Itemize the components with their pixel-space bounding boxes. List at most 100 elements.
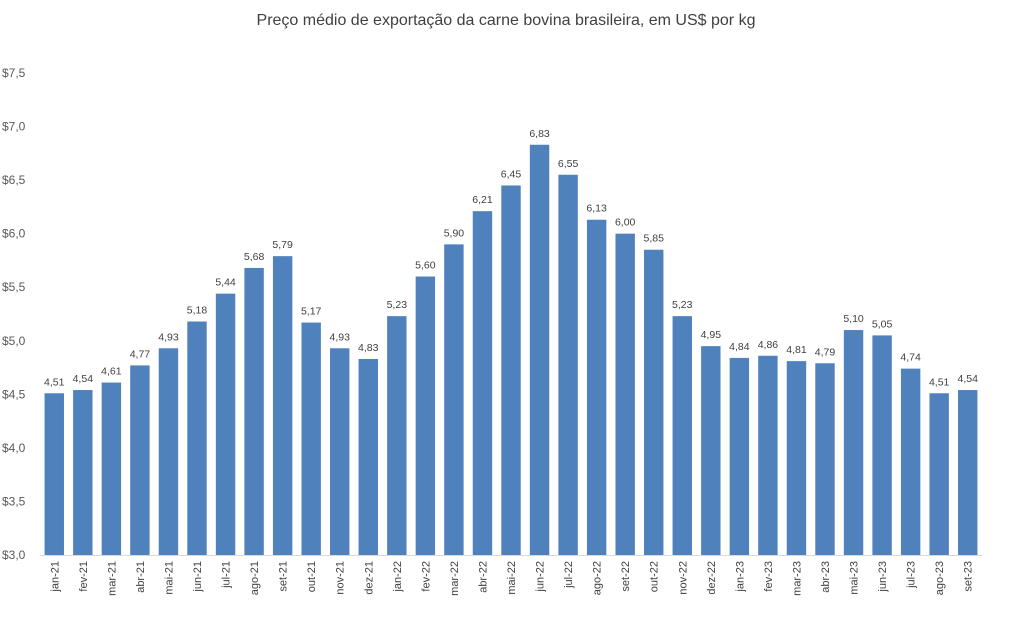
data-labels-group: 4,51 4,54 4,61 4,77 4,93 5,18 5,44 5,68 5,79 5,17… [44, 128, 978, 388]
data-label: 5,68 [244, 251, 265, 263]
bar [358, 358, 378, 555]
x-tick-label: dez-22 [706, 561, 718, 595]
data-label: 5,18 [187, 304, 208, 316]
x-tick-label: fev-23 [763, 561, 775, 592]
x-tick-label: set-23 [963, 561, 975, 592]
y-tick-label: $4,5 [2, 387, 26, 401]
x-tick-label: jan-22 [392, 561, 404, 593]
bar [330, 348, 350, 555]
data-label: 4,84 [729, 341, 750, 353]
x-tick-label: mai-23 [849, 561, 861, 595]
bar [958, 390, 978, 555]
data-label: 4,81 [786, 344, 807, 356]
data-label: 5,60 [415, 260, 436, 272]
data-label: 5,05 [872, 318, 893, 330]
bar [415, 276, 436, 555]
x-tick-label: abr-23 [820, 561, 832, 593]
bar [73, 390, 93, 555]
bar [244, 267, 264, 555]
y-tick-label: $7,0 [2, 120, 26, 134]
y-tick-label: $3,5 [2, 494, 26, 508]
bar [872, 335, 892, 555]
bar [843, 330, 864, 555]
x-tick-label: jan-21 [49, 561, 61, 593]
data-label: 4,79 [815, 346, 836, 358]
bar [701, 346, 721, 555]
data-label: 5,10 [843, 313, 864, 325]
data-label: 4,51 [44, 376, 65, 388]
x-tick-label: ago-21 [249, 561, 261, 595]
x-tick-label: out-22 [649, 561, 661, 592]
x-tick-label: jan-23 [734, 561, 746, 593]
x-tick-label: fev-22 [420, 561, 432, 592]
x-tick-label: dez-21 [363, 561, 375, 595]
data-label: 6,13 [586, 203, 607, 215]
x-tick-label: nov-21 [335, 561, 347, 595]
bar [301, 322, 321, 555]
x-tick-label: jul-23 [906, 561, 918, 589]
data-label: 6,45 [501, 168, 522, 180]
bar [758, 355, 778, 555]
x-tick-label: abr-21 [135, 561, 147, 593]
data-label: 5,23 [672, 299, 693, 311]
data-label: 5,44 [215, 277, 236, 289]
data-label: 4,83 [358, 342, 379, 354]
bar [615, 233, 635, 555]
data-label: 6,21 [472, 194, 493, 206]
data-label: 4,95 [701, 329, 722, 341]
bar [501, 185, 521, 555]
bar [558, 174, 578, 555]
chart-title: Preço médio de exportação da carne bovin… [256, 12, 756, 29]
bar [729, 357, 750, 555]
bar [187, 321, 207, 555]
data-label: 4,54 [73, 373, 94, 385]
bar [900, 368, 921, 555]
bar [44, 393, 64, 555]
y-tick-label: $6,0 [2, 227, 26, 241]
bar [215, 293, 236, 555]
y-tick-label: $3,0 [2, 548, 26, 562]
y-axis: $3,0 $3,5 $4,0 $4,5 $5,0 $5,5 $6,0 $6,5 $7,0 $7,5 [2, 66, 26, 562]
y-tick-label: $7,5 [2, 66, 26, 80]
data-label: 5,79 [272, 239, 293, 251]
data-label: 4,86 [758, 339, 779, 351]
data-label: 4,77 [130, 348, 151, 360]
data-label: 4,74 [900, 352, 921, 364]
bar [929, 393, 949, 555]
x-tick-label: mar-21 [106, 561, 118, 596]
x-tick-label: ago-22 [592, 561, 604, 595]
x-tick-label: ago-23 [934, 561, 946, 595]
data-label: 5,17 [301, 306, 322, 318]
x-tick-label: jun-21 [192, 561, 204, 593]
data-label: 5,23 [387, 299, 408, 311]
data-label: 4,51 [929, 376, 950, 388]
x-tick-label: mai-21 [163, 561, 175, 595]
bar [644, 249, 664, 555]
bar [444, 244, 464, 555]
x-tick-label: jul-21 [221, 561, 233, 589]
x-tick-label: abr-22 [477, 561, 489, 593]
bar [472, 211, 493, 555]
bars-group [44, 144, 978, 555]
data-label: 5,90 [444, 227, 465, 239]
x-axis: jan-21 fev-21 mar-21 abr-21 mai-21 jun-21 jul-… [40, 555, 982, 596]
x-tick-label: set-22 [620, 561, 632, 592]
y-tick-label: $5,0 [2, 334, 26, 348]
data-label: 6,00 [615, 217, 636, 229]
bar [529, 144, 550, 555]
bar [786, 361, 807, 555]
y-tick-label: $5,5 [2, 280, 26, 294]
x-tick-label: jun-22 [535, 561, 547, 593]
x-tick-label: fev-21 [78, 561, 90, 592]
data-label: 5,85 [644, 233, 665, 245]
x-tick-label: out-21 [306, 561, 318, 592]
bar [586, 219, 607, 555]
bar [272, 256, 293, 555]
x-tick-label: mar-23 [791, 561, 803, 596]
bar [130, 365, 150, 555]
x-tick-label: set-21 [278, 561, 290, 592]
data-label: 4,54 [958, 373, 979, 385]
data-label: 4,61 [101, 366, 122, 378]
x-tick-label: mai-22 [506, 561, 518, 595]
